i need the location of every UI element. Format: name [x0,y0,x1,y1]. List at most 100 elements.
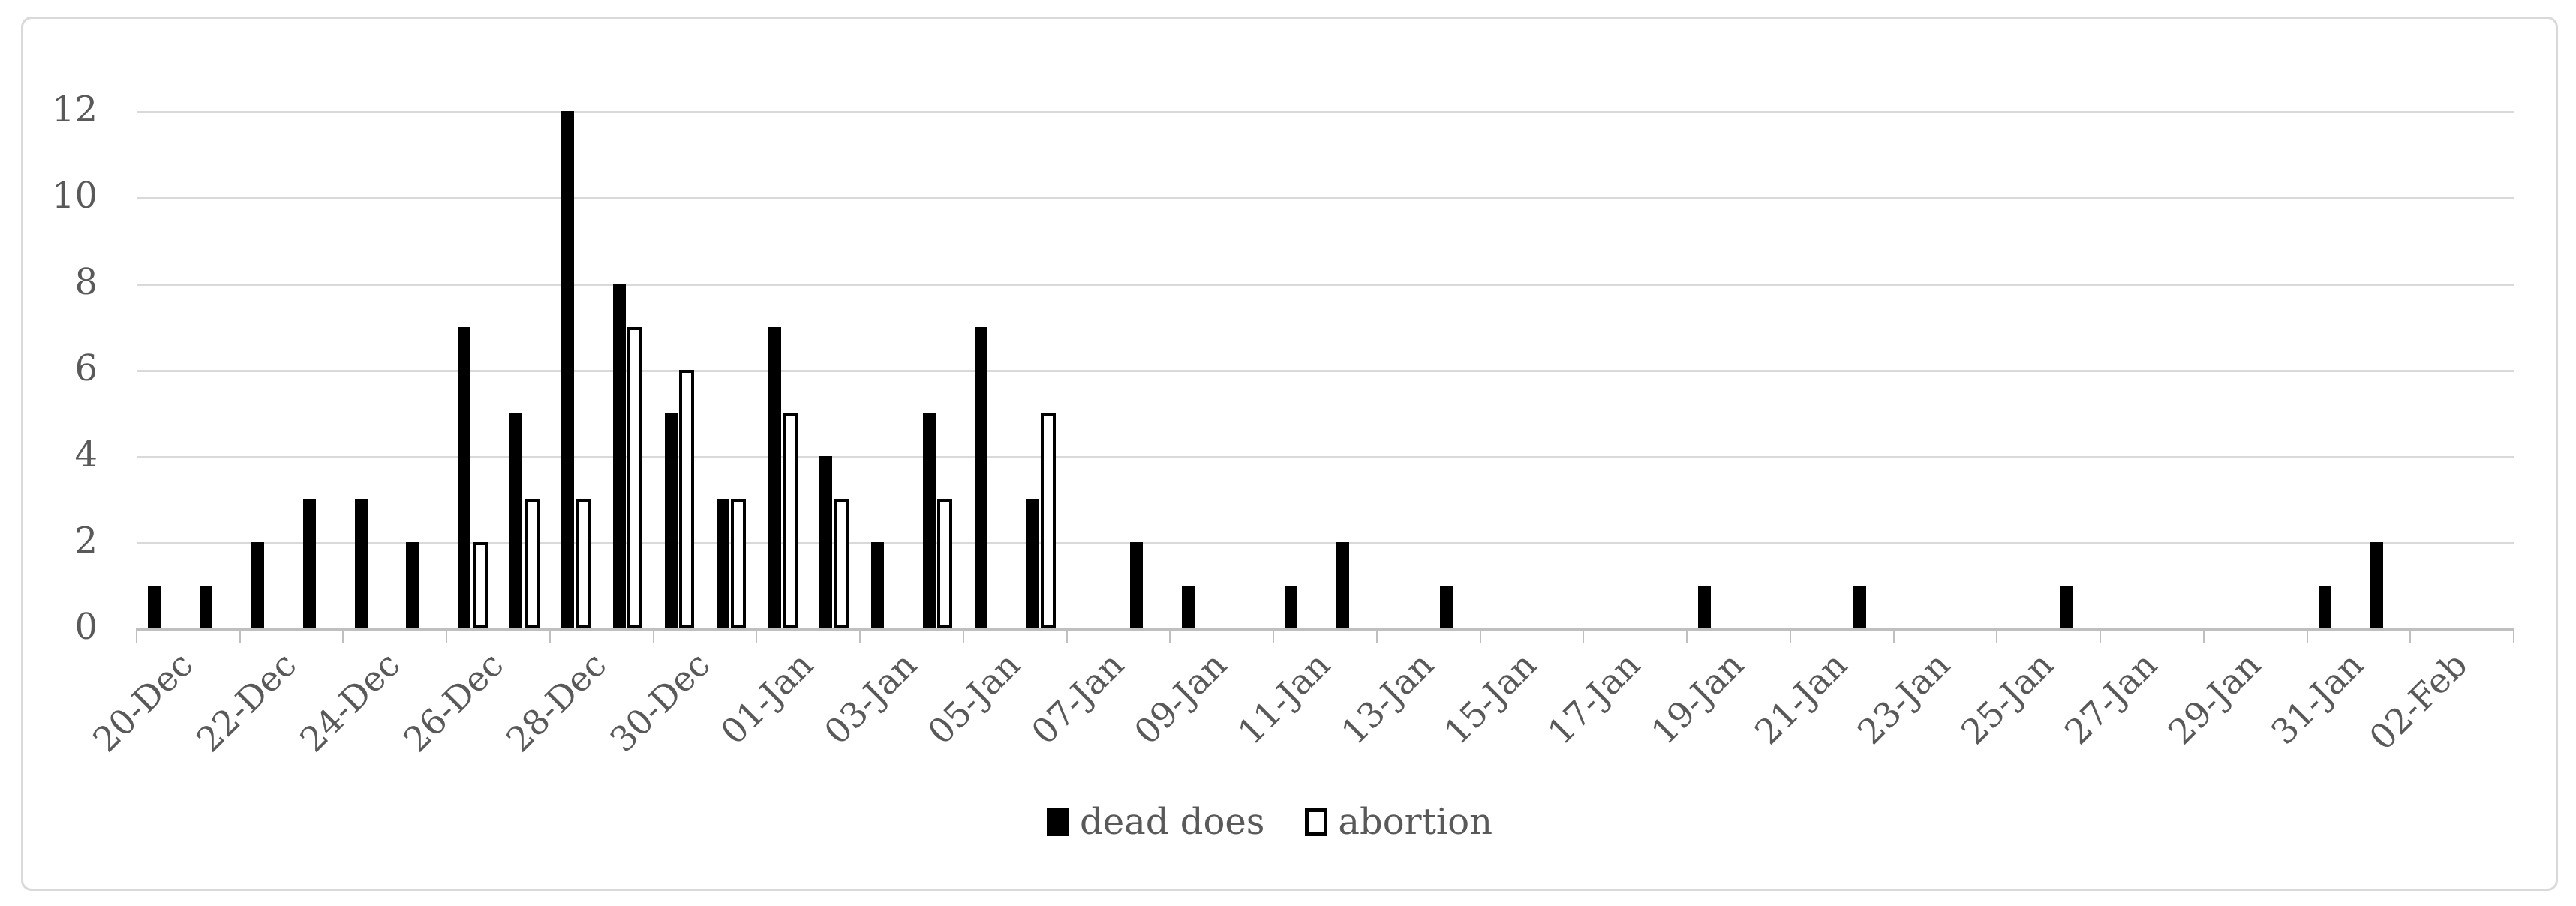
y-axis-label: 4 [74,434,98,476]
bar-dead-does [561,111,575,628]
y-axis-label: 0 [74,606,98,648]
x-axis-tick [136,628,137,644]
x-axis-tick [1686,628,1688,644]
bar-dead-does [2060,585,2073,628]
x-axis-tick [652,628,654,644]
x-axis-label: 26-Dec [395,644,512,760]
bar-abortion [1041,412,1057,628]
x-axis-label: 02-Feb [2361,644,2475,758]
x-axis-label: 19-Jan [1643,644,1751,753]
bar-dead-does [148,585,161,628]
y-axis-label: 6 [74,347,98,389]
legend-swatch-abortion [1305,808,1328,836]
y-axis-label: 2 [74,520,98,562]
bar-dead-does [1698,585,1712,628]
x-axis-tick [2513,628,2514,644]
x-axis-tick [859,628,861,644]
bar-dead-does [251,542,264,628]
gridline-y-2 [137,542,2514,544]
x-axis-tick [1479,628,1481,644]
bar-dead-does [871,542,885,628]
x-axis-label: 28-Dec [498,644,615,760]
bar-abortion [524,499,540,628]
x-axis-label: 07-Jan [1023,644,1132,753]
bar-dead-does [1439,585,1453,628]
y-axis-label: 10 [51,175,98,217]
x-axis-tick [2306,628,2308,644]
x-axis-label: 31-Jan [2263,644,2372,753]
y-axis-label: 12 [51,88,98,130]
x-axis-tick [549,628,551,644]
y-axis-label: 8 [74,261,98,303]
bar-abortion [576,499,591,628]
bar-dead-does [716,499,729,628]
bar-abortion [937,499,953,628]
x-axis-label: 11-Jan [1229,644,1338,753]
chart-frame [21,16,2558,891]
x-axis-label: 21-Jan [1746,644,1855,753]
x-axis-tick [446,628,448,644]
x-axis-label: 29-Jan [2160,644,2268,753]
x-axis-tick [756,628,758,644]
bar-dead-does [1026,499,1039,628]
bar-dead-does [664,412,678,628]
x-axis-tick [1375,628,1378,644]
x-axis-label: 30-Dec [602,644,718,760]
bar-abortion [472,542,488,628]
bar-dead-does [2370,542,2383,628]
x-axis-tick [2100,628,2102,644]
x-axis-tick [342,628,344,644]
bar-dead-does [354,499,368,628]
bar-dead-does [509,412,523,628]
x-axis-tick [962,628,964,644]
x-axis-tick [2202,628,2205,644]
bar-dead-does [612,284,626,628]
bar-abortion [679,370,695,628]
bar-dead-does [975,326,988,628]
chart-legend: dead does abortion [1047,801,1492,843]
bar-dead-does [819,456,833,628]
gridline-y-8 [137,284,2514,286]
bar-dead-does [200,585,213,628]
x-axis-tick [239,628,241,644]
legend-label-abortion: abortion [1338,801,1493,843]
bar-dead-does [923,412,936,628]
x-axis-label: 01-Jan [713,644,822,753]
bar-abortion [731,499,746,628]
x-axis-label: 15-Jan [1436,644,1545,753]
gridline-y-12 [137,111,2514,113]
x-axis-label: 09-Jan [1126,644,1235,753]
x-axis-label: 24-Dec [292,644,408,760]
x-axis-tick [1789,628,1791,644]
bar-abortion [834,499,849,628]
x-axis-label: 05-Jan [919,644,1028,753]
x-axis-tick [1892,628,1895,644]
gridline-y-6 [137,370,2514,372]
x-axis-tick [1583,628,1585,644]
gridline-y-4 [137,456,2514,458]
bar-dead-does [1129,542,1143,628]
x-axis-label: 25-Jan [1953,644,2062,753]
x-axis-tick [2409,628,2412,644]
bar-dead-does [1336,542,1350,628]
x-axis-label: 13-Jan [1333,644,1441,753]
legend-swatch-dead-does [1047,808,1069,836]
bar-dead-does [302,499,316,628]
bar-dead-does [1181,585,1195,628]
x-axis-label: 23-Jan [1850,644,1958,753]
x-axis-label: 03-Jan [816,644,924,753]
bar-dead-does [2318,585,2331,628]
gridline-y-10 [137,197,2514,200]
x-axis-line [137,628,2514,631]
x-axis-label: 27-Jan [2056,644,2165,753]
x-axis-tick [1066,628,1068,644]
x-axis-label: 20-Dec [85,644,201,760]
x-axis-tick [1273,628,1275,644]
x-axis-tick [1169,628,1171,644]
bar-dead-does [1853,585,1866,628]
bar-dead-does [458,326,471,628]
x-axis-label: 22-Dec [188,644,305,760]
bar-dead-does [768,326,781,628]
legend-label-dead-does: dead does [1080,801,1265,843]
